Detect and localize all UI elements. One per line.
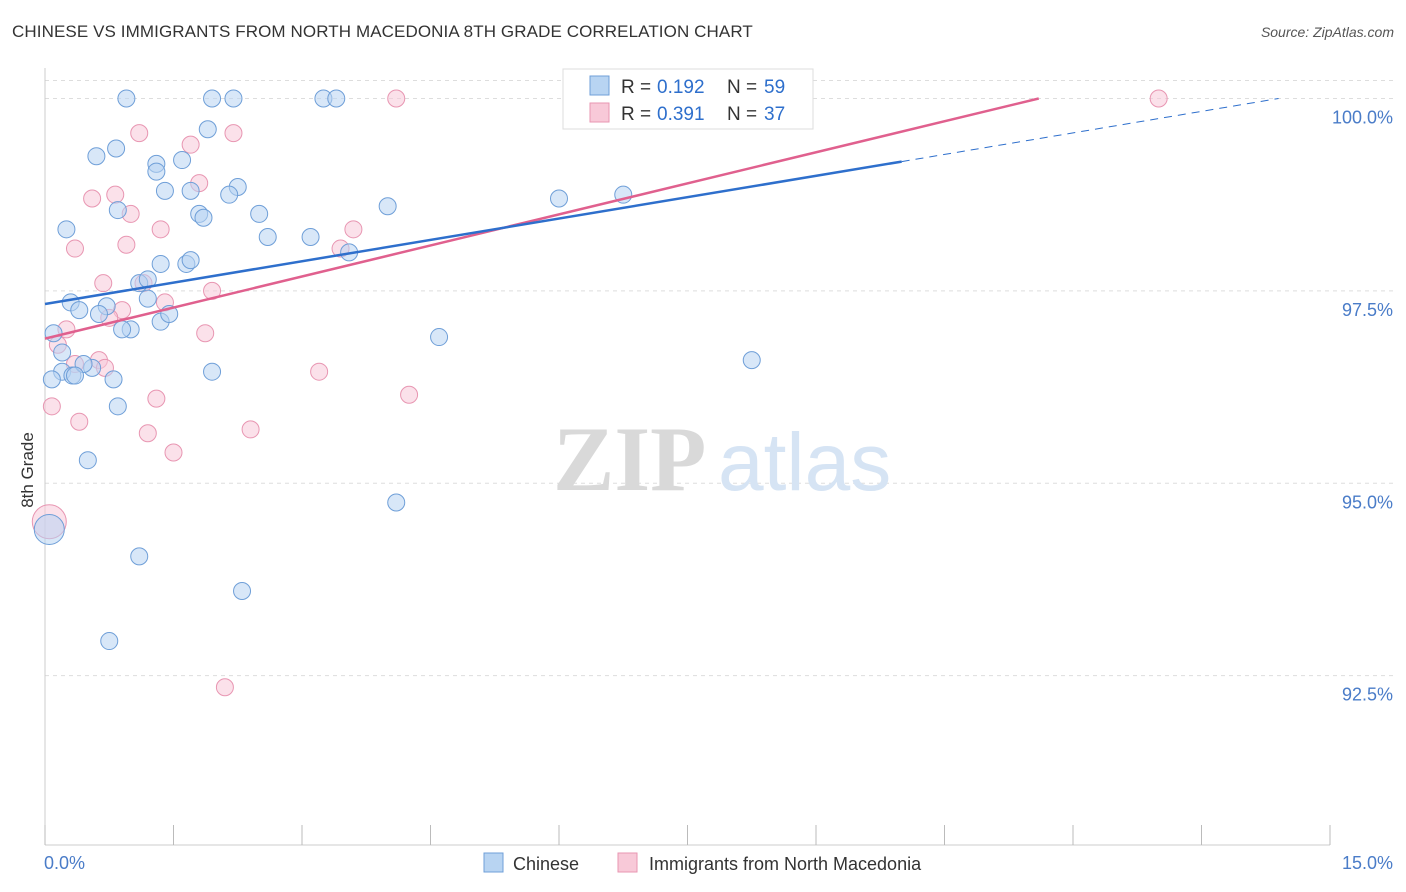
y-tick-label: 100.0% bbox=[1332, 107, 1393, 127]
stats-legend: R = 0.192 N = 59 R = 0.391 N = 37 bbox=[562, 68, 814, 130]
legend-swatch-macedonia bbox=[589, 102, 610, 123]
macedonia-point bbox=[387, 89, 406, 108]
chinese-trend-extension bbox=[901, 97, 1279, 163]
macedonia-point bbox=[1149, 89, 1168, 108]
chinese-point bbox=[233, 582, 252, 601]
macedonia-point bbox=[138, 424, 157, 443]
chinese-point bbox=[155, 181, 174, 200]
y-tick-label: 97.5% bbox=[1342, 300, 1393, 320]
chinese-point bbox=[108, 201, 127, 220]
chinese-point bbox=[89, 304, 108, 323]
macedonia-point bbox=[94, 274, 113, 293]
chinese-point bbox=[33, 513, 65, 545]
bottom-legend-chinese: Chinese bbox=[513, 854, 579, 874]
y-tick-label: 95.0% bbox=[1342, 492, 1393, 512]
chinese-point bbox=[173, 151, 192, 170]
chinese-point bbox=[87, 147, 106, 166]
tick-labels: 92.5% 95.0% 97.5% 100.0% 0.0% 15.0% bbox=[44, 107, 1393, 873]
chinese-point bbox=[108, 397, 127, 416]
chinese-point bbox=[224, 89, 243, 108]
legend-r-value-2: 0.391 bbox=[657, 104, 705, 125]
chinese-point bbox=[151, 254, 170, 273]
chinese-point bbox=[203, 89, 222, 108]
chart-title: CHINESE VS IMMIGRANTS FROM NORTH MACEDON… bbox=[12, 22, 753, 41]
series-legend: Chinese Immigrants from North Macedonia bbox=[483, 852, 922, 874]
watermark-atlas: atlas bbox=[718, 417, 891, 508]
axes bbox=[44, 68, 1331, 846]
macedonia-trend-line bbox=[44, 97, 1040, 340]
chinese-point bbox=[78, 451, 97, 470]
chinese-point bbox=[194, 208, 213, 227]
chinese-point bbox=[378, 197, 397, 216]
chinese-point bbox=[301, 228, 320, 247]
chinese-point bbox=[327, 89, 346, 108]
chinese-point bbox=[107, 139, 126, 158]
chinese-point bbox=[113, 320, 132, 339]
chinese-point bbox=[100, 632, 119, 651]
macedonia-point bbox=[181, 135, 200, 154]
macedonia-point bbox=[130, 124, 149, 143]
chinese-point bbox=[198, 120, 217, 139]
chinese-point bbox=[181, 251, 200, 270]
y-tick-label: 92.5% bbox=[1342, 685, 1393, 705]
macedonia-point bbox=[42, 397, 61, 416]
watermark-zip: ZIP bbox=[553, 408, 706, 510]
chinese-trend-line bbox=[44, 160, 902, 306]
macedonia-point bbox=[196, 324, 215, 343]
chinese-point bbox=[203, 362, 222, 381]
macedonia-point bbox=[117, 235, 136, 254]
legend-n-label-2: N = bbox=[727, 104, 757, 125]
chinese-point bbox=[387, 493, 406, 512]
bottom-legend-swatch-macedonia bbox=[617, 852, 638, 873]
chinese-point bbox=[42, 370, 61, 389]
macedonia-point bbox=[106, 185, 125, 204]
chinese-point bbox=[104, 370, 123, 389]
chinese-point bbox=[430, 328, 449, 347]
chinese-point bbox=[220, 185, 239, 204]
macedonia-point bbox=[151, 220, 170, 239]
macedonia-point bbox=[70, 412, 89, 431]
chinese-point bbox=[181, 181, 200, 200]
legend-n-value-1: 59 bbox=[764, 77, 785, 98]
legend-r-label-2: R = bbox=[621, 104, 651, 125]
x-tick-label-max: 15.0% bbox=[1342, 853, 1393, 873]
series-chinese-points bbox=[33, 89, 761, 651]
macedonia-point bbox=[310, 362, 329, 381]
chinese-point bbox=[130, 547, 149, 566]
legend-n-label-1: N = bbox=[727, 77, 757, 98]
chinese-point bbox=[57, 220, 76, 239]
chinese-point bbox=[147, 162, 166, 181]
source-label: Source: ZipAtlas.com bbox=[1260, 24, 1394, 40]
macedonia-point bbox=[241, 420, 260, 439]
chinese-point bbox=[550, 189, 568, 208]
bottom-legend-macedonia: Immigrants from North Macedonia bbox=[649, 854, 922, 874]
macedonia-point bbox=[224, 124, 243, 143]
chinese-point bbox=[117, 89, 136, 108]
chinese-point bbox=[138, 289, 157, 308]
macedonia-point bbox=[83, 189, 102, 208]
macedonia-point bbox=[164, 443, 183, 462]
legend-r-value-1: 0.192 bbox=[657, 77, 705, 98]
x-tick-label-min: 0.0% bbox=[44, 853, 85, 873]
y-axis-label: 8th Grade bbox=[18, 432, 37, 508]
macedonia-point bbox=[215, 678, 234, 697]
legend-n-value-2: 37 bbox=[764, 104, 785, 125]
trend-lines bbox=[44, 97, 1279, 340]
legend-swatch-chinese bbox=[589, 75, 610, 96]
chinese-point bbox=[258, 228, 277, 247]
bottom-legend-swatch-chinese bbox=[483, 852, 504, 873]
legend-r-label-1: R = bbox=[621, 77, 651, 98]
macedonia-point bbox=[65, 239, 84, 258]
macedonia-point bbox=[147, 389, 166, 408]
chinese-point bbox=[53, 343, 72, 362]
chinese-point bbox=[250, 204, 269, 223]
chinese-point bbox=[70, 301, 89, 320]
series-macedonia-points bbox=[31, 89, 1168, 697]
chinese-point bbox=[65, 366, 84, 385]
macedonia-point bbox=[400, 385, 419, 404]
macedonia-point bbox=[344, 220, 363, 239]
chinese-point bbox=[742, 351, 761, 370]
